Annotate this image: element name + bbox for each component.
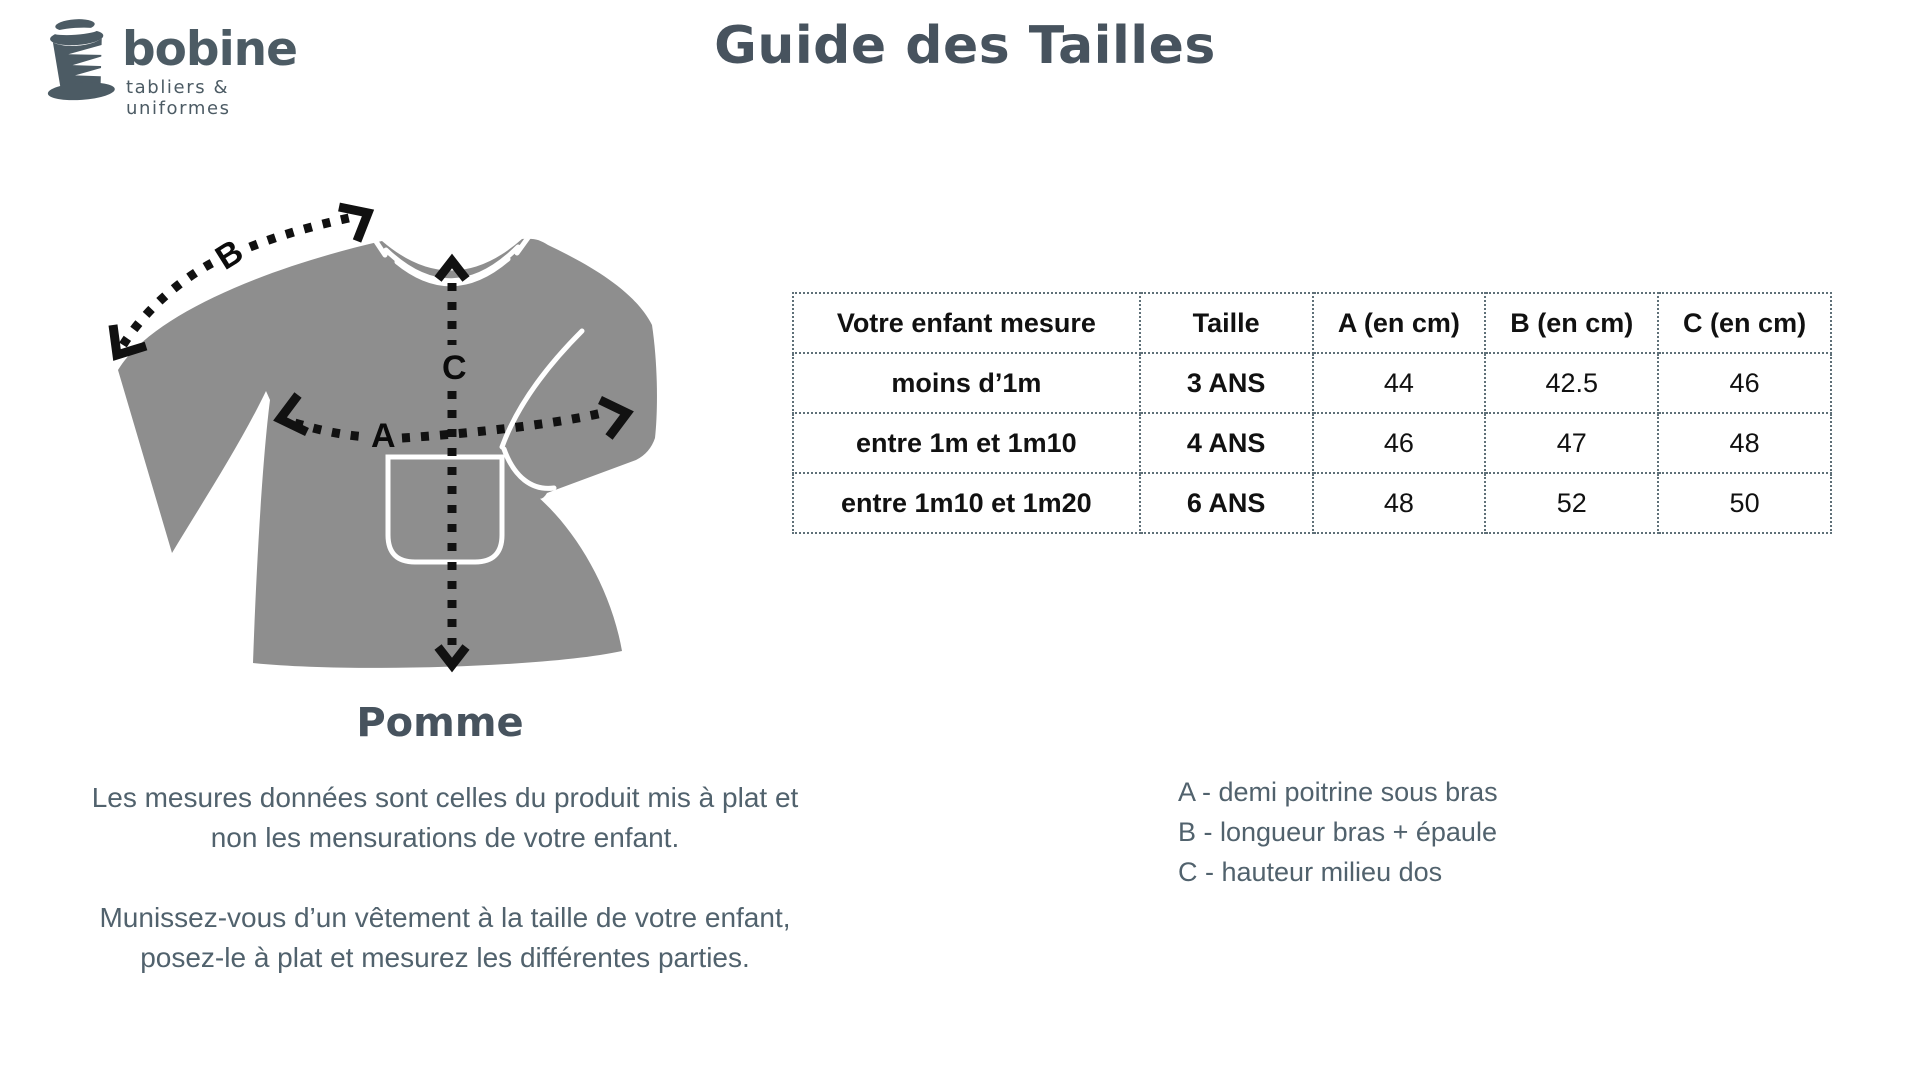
column-header-b: B (en cm) — [1484, 292, 1660, 354]
brand-name: bobine — [122, 22, 298, 77]
column-header-a: A (en cm) — [1311, 292, 1487, 354]
page-title: Guide des Tailles — [714, 16, 1216, 76]
cell-taille: 6 ANS — [1138, 472, 1314, 534]
column-header-c: C (en cm) — [1657, 292, 1832, 354]
cell-a: 46 — [1311, 412, 1487, 474]
note-instructions: Munissez-vous d’un vêtement à la taille … — [99, 902, 791, 973]
garment-illustration — [118, 238, 657, 668]
table-row: entre 1m10 et 1m20 6 ANS 48 52 50 — [792, 472, 1832, 534]
cell-b: 42.5 — [1484, 352, 1660, 414]
cell-taille: 4 ANS — [1138, 412, 1314, 474]
note-flat-measure: Les mesures données sont celles du produ… — [91, 782, 799, 853]
cell-b: 47 — [1484, 412, 1660, 474]
cell-c: 48 — [1657, 412, 1832, 474]
sleeve-fold-lines — [499, 328, 585, 491]
cell-c: 50 — [1657, 472, 1832, 534]
table-row: entre 1m et 1m10 4 ANS 46 47 48 — [792, 412, 1832, 474]
cell-c: 46 — [1657, 352, 1832, 414]
table-header-row: Votre enfant mesure Taille A (en cm) B (… — [792, 292, 1832, 354]
brand-logo: bobine tabliers & uniformes — [38, 14, 338, 119]
legend-item-a: A - demi poitrine sous bras — [1178, 777, 1498, 807]
size-table: Votre enfant mesure Taille A (en cm) B (… — [792, 292, 1832, 534]
pocket-outline — [385, 454, 505, 565]
measure-label-c: C — [442, 349, 467, 387]
measure-label-a: A — [371, 417, 396, 455]
cell-mesure: entre 1m et 1m10 — [792, 412, 1141, 474]
measure-arrow-b — [108, 202, 375, 361]
column-header-mesure: Votre enfant mesure — [792, 292, 1141, 354]
legend-item-c: C - hauteur milieu dos — [1178, 857, 1443, 887]
cell-mesure: moins d’1m — [792, 352, 1141, 414]
brand-tagline: tabliers & uniformes — [126, 77, 231, 119]
cell-a: 48 — [1311, 472, 1487, 534]
column-header-taille: Taille — [1138, 292, 1314, 354]
product-name: Pomme — [356, 700, 524, 746]
garment-diagram: C A B — [90, 195, 690, 675]
table-row: moins d’1m 3 ANS 44 42.5 46 — [792, 352, 1832, 414]
measure-label-b: B — [209, 232, 250, 277]
cell-a: 44 — [1311, 352, 1487, 414]
cell-taille: 3 ANS — [1138, 352, 1314, 414]
cell-mesure: entre 1m10 et 1m20 — [792, 472, 1141, 534]
thread-spool-icon — [47, 19, 115, 101]
measure-arrow-c — [434, 253, 470, 673]
legend-item-b: B - longueur bras + épaule — [1178, 817, 1497, 847]
measurement-notes: Les mesures données sont celles du produ… — [20, 778, 870, 1018]
measure-arrow-a — [273, 392, 634, 443]
measure-legend: A - demi poitrine sous bras B - longueur… — [1178, 772, 1498, 892]
cell-b: 52 — [1484, 472, 1660, 534]
